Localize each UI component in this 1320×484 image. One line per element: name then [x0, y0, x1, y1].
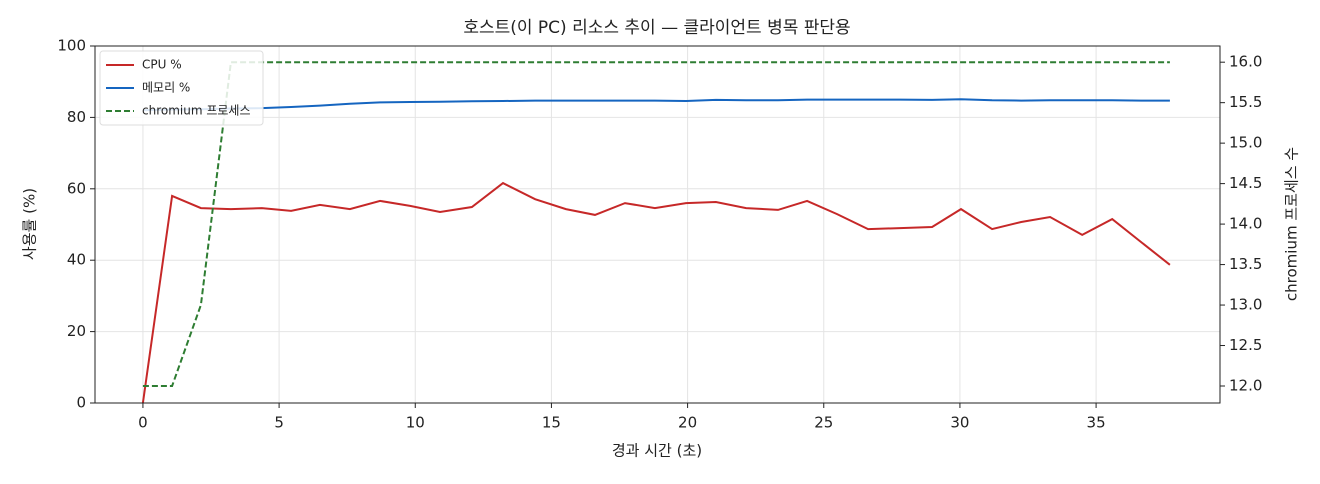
y2-tick-label: 15.5 [1229, 93, 1262, 111]
x-tick-label: 15 [542, 414, 561, 432]
x-tick-label: 5 [274, 414, 284, 432]
legend-label: CPU % [142, 58, 182, 72]
y2-tick-label: 12.5 [1229, 336, 1262, 354]
legend-box [99, 50, 264, 126]
x-tick-label: 25 [814, 414, 833, 432]
y2-tick-label: 13.5 [1229, 255, 1262, 273]
x-tick-label: 30 [950, 414, 969, 432]
chart-title: 호스트(이 PC) 리소스 추이 — 클라이언트 병목 판단용 [463, 18, 850, 38]
y2-tick-label: 14.0 [1229, 215, 1262, 233]
x-tick-label: 35 [1087, 414, 1106, 432]
y2-tick-label: 12.0 [1229, 377, 1262, 395]
plot-frame [94, 45, 1221, 404]
series-line [142, 61, 1170, 387]
x-tick-label: 20 [678, 414, 697, 432]
y-tick-label: 100 [57, 37, 86, 55]
y2-tick-label: 15.0 [1229, 134, 1262, 152]
y-tick-label: 60 [67, 179, 86, 197]
y2-tick-label: 14.5 [1229, 174, 1262, 192]
x-axis-label: 경과 시간 (초) [612, 442, 702, 460]
x-tick-label: 10 [406, 414, 425, 432]
y-axis-label: 사용률 (%) [21, 188, 39, 260]
series-line [142, 98, 1170, 112]
x-tick-label: 0 [138, 414, 148, 432]
y-tick-label: 40 [67, 251, 86, 269]
y2-tick-label: 16.0 [1229, 53, 1262, 71]
y2-tick-label: 13.0 [1229, 296, 1262, 314]
series-line [141, 181, 1171, 404]
legend-label: chromium 프로세스 [142, 104, 251, 118]
y-tick-label: 0 [76, 394, 86, 412]
y-tick-label: 20 [67, 322, 86, 340]
y2-axis-label: chromium 프로세스 수 [1283, 147, 1301, 301]
legend-label: 메모리 % [142, 81, 190, 95]
y-tick-label: 80 [67, 108, 86, 126]
